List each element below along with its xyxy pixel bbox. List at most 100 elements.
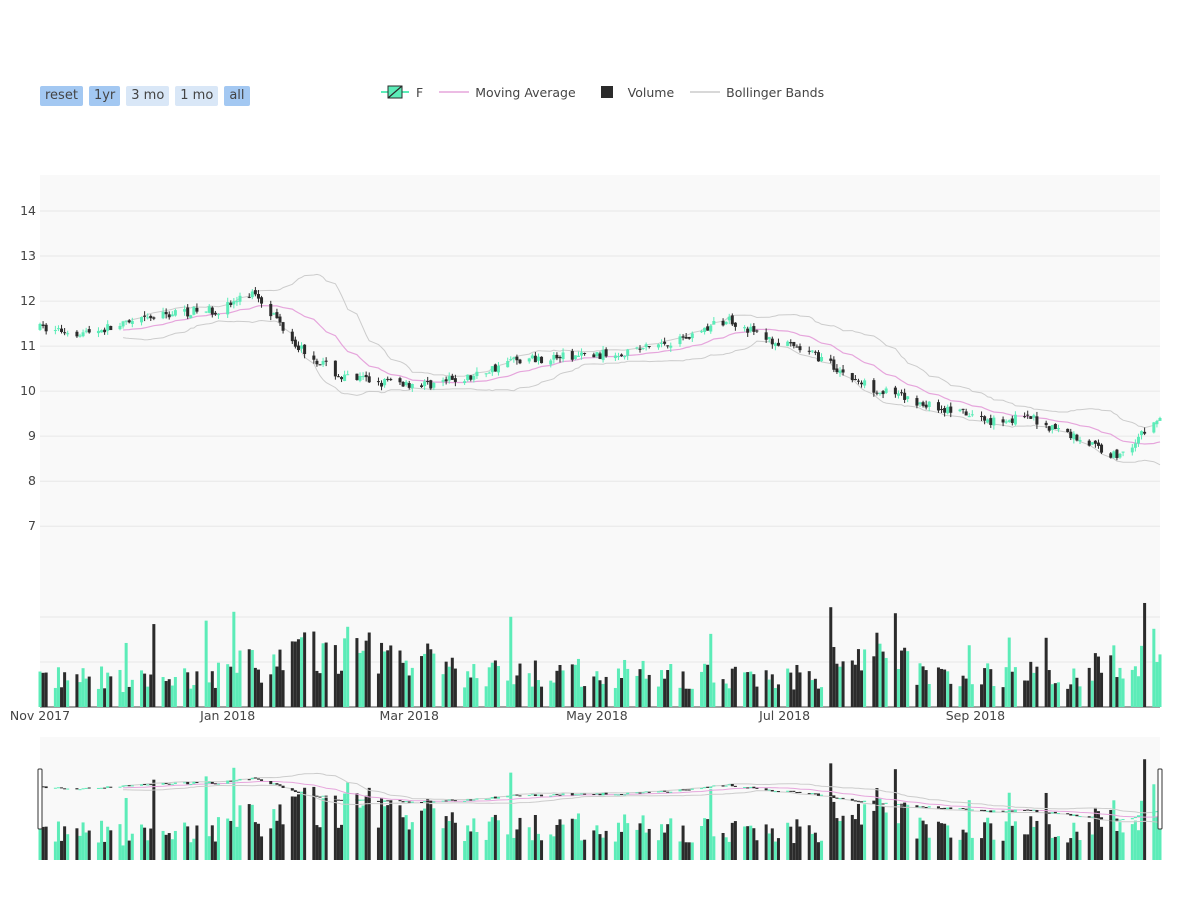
candle-body <box>300 345 304 349</box>
candle-body <box>746 328 750 333</box>
slider-volume-bar <box>875 788 879 860</box>
slider-volume-bar <box>936 821 940 860</box>
slider-candle <box>278 784 282 786</box>
volume-bar <box>949 683 953 707</box>
slider-volume-bar <box>967 800 971 860</box>
slider-candle <box>767 789 771 791</box>
range-button-1-mo[interactable]: 1 mo <box>175 86 219 106</box>
slider-volume-bar <box>253 822 257 860</box>
legend-item-f[interactable]: F <box>380 84 423 100</box>
slider-candle <box>1035 809 1039 813</box>
legend-item-bollinger-bands[interactable]: Bollinger Bands <box>690 84 824 100</box>
slider-candle <box>986 810 990 812</box>
slider-candle <box>109 786 113 788</box>
slider-volume-bar <box>1140 800 1144 860</box>
candle-body <box>87 329 91 333</box>
volume-bar <box>623 659 627 707</box>
volume-bar <box>66 680 70 707</box>
legend-label: Moving Average <box>475 84 576 100</box>
candle-body <box>410 384 414 389</box>
range-button-reset[interactable]: reset <box>40 86 83 106</box>
volume-bar <box>1066 688 1070 707</box>
slider-volume-bar <box>835 818 839 860</box>
range-button-1yr[interactable]: 1yr <box>88 86 121 106</box>
slider-candle <box>724 785 728 787</box>
candle-body <box>167 314 171 318</box>
x-tick-label: Sep 2018 <box>946 708 1005 723</box>
candle-body <box>900 392 904 394</box>
volume-bar <box>420 656 424 707</box>
slider-candle <box>472 799 476 801</box>
candle-body <box>743 327 747 329</box>
candle-body <box>450 375 454 380</box>
slider-candle <box>755 787 759 789</box>
volume-bar <box>936 667 940 707</box>
slider-candle <box>549 795 553 797</box>
volume-bar <box>376 673 380 707</box>
slider-volume-bar <box>336 827 340 860</box>
range-slider-left-handle[interactable] <box>37 768 43 830</box>
slider-volume-bar <box>681 825 685 860</box>
slider-candle <box>816 793 820 796</box>
slider-volume-bar <box>872 810 876 860</box>
slider-candle <box>620 794 624 796</box>
candle-body <box>1010 418 1014 423</box>
slider-candle <box>773 791 777 793</box>
slider-volume-bar <box>663 832 667 860</box>
square-legend-icon <box>600 86 613 98</box>
slider-volume-bar <box>1130 824 1134 860</box>
volume-bar <box>312 631 316 707</box>
slider-candle <box>527 795 531 797</box>
slider-candle <box>333 795 337 800</box>
volume-bar <box>170 685 174 707</box>
volume-bar <box>78 682 82 707</box>
range-slider-right-handle[interactable] <box>1157 768 1163 830</box>
slider-volume-bar <box>1035 820 1039 860</box>
slider-candle <box>127 785 131 787</box>
slider-candle <box>300 791 304 793</box>
volume-bar <box>527 673 531 707</box>
slider-candle <box>204 782 208 784</box>
candle-body <box>512 357 516 359</box>
range-button-all[interactable]: all <box>224 86 250 106</box>
slider-candle <box>1115 818 1119 821</box>
slider-volume-bar <box>44 826 48 860</box>
volume-bar <box>324 642 328 707</box>
slider-volume-bar <box>420 810 424 860</box>
legend-item-moving-average[interactable]: Moving Average <box>439 84 576 100</box>
slider-volume-bar <box>60 840 64 860</box>
range-button-3-mo[interactable]: 3 mo <box>126 86 170 106</box>
candle-body <box>66 333 70 335</box>
volume-bar <box>404 660 408 707</box>
slider-volume-bar <box>552 836 556 860</box>
candle-body <box>540 356 544 364</box>
slider-candle <box>41 786 45 788</box>
volume-bar <box>743 672 747 707</box>
slider-candle <box>580 793 584 795</box>
volume-bar <box>149 674 153 707</box>
volume-bar <box>921 666 925 707</box>
candle-body <box>558 357 562 359</box>
volume-bar <box>63 672 67 707</box>
volume-bar <box>1056 682 1060 707</box>
legend-item-volume[interactable]: Volume <box>592 84 674 100</box>
volume-bar <box>850 660 854 707</box>
slider-volume-bar <box>746 826 750 860</box>
slider-candle <box>561 793 565 796</box>
slider-volume-bar <box>321 798 325 860</box>
slider-volume-bar <box>506 834 510 860</box>
slider-volume-bar <box>558 819 562 860</box>
volume-bar <box>441 674 445 707</box>
slider-volume-bar <box>275 820 279 860</box>
slider-candle <box>853 800 857 802</box>
slider-candle <box>336 799 340 801</box>
candle-body <box>832 359 836 370</box>
slider-candle <box>124 785 128 787</box>
slider-candle <box>795 792 799 794</box>
volume-bar <box>789 672 793 707</box>
candle-body <box>290 331 294 342</box>
candle-body <box>616 356 620 358</box>
slider-volume-bar <box>807 825 811 860</box>
volume-bar <box>712 682 716 707</box>
candle-body <box>1047 426 1051 431</box>
